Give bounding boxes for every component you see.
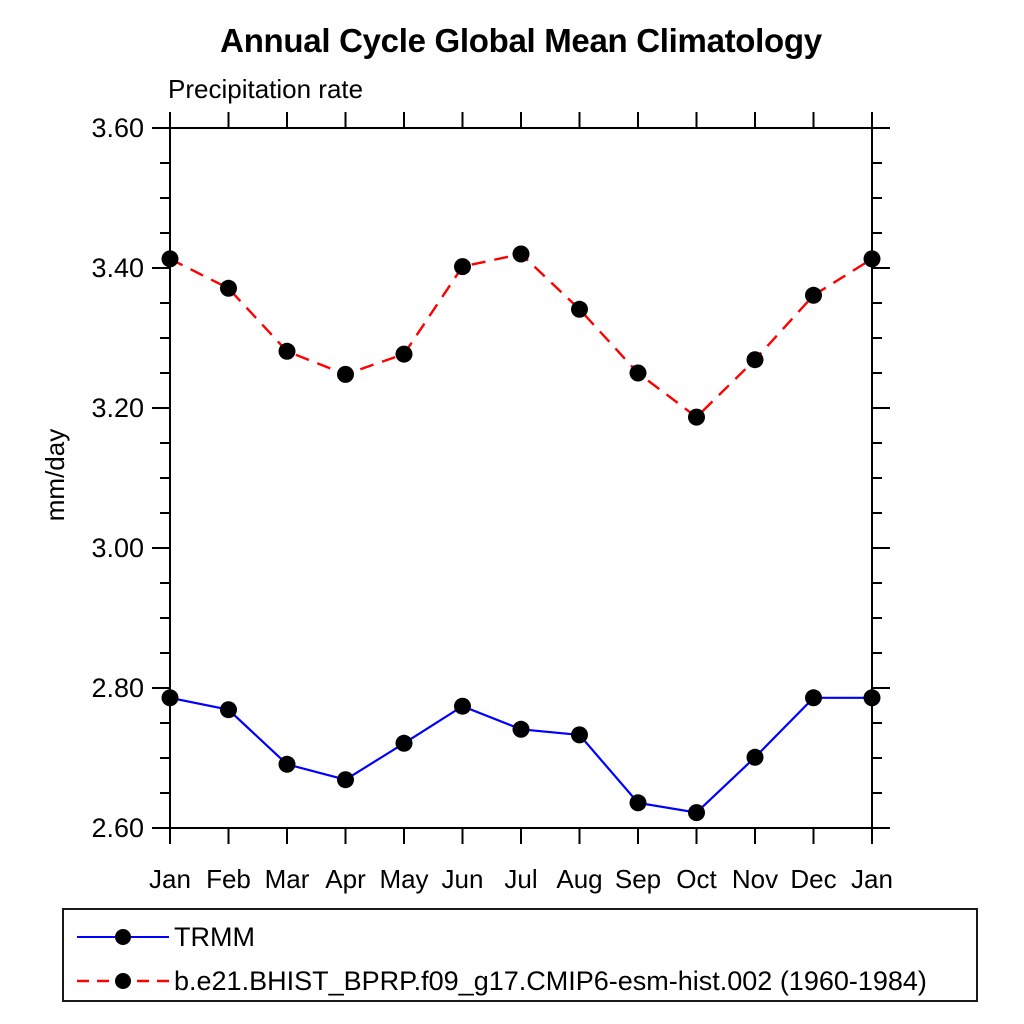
svg-text:May: May: [379, 864, 428, 894]
svg-text:Mar: Mar: [265, 864, 310, 894]
legend-line-sample-trmm: [77, 929, 169, 945]
svg-text:Oct: Oct: [676, 864, 717, 894]
svg-text:3.20: 3.20: [91, 393, 144, 423]
svg-text:Jun: Jun: [442, 864, 484, 894]
svg-text:Dec: Dec: [790, 864, 836, 894]
svg-text:3.00: 3.00: [91, 533, 144, 563]
svg-text:Jul: Jul: [504, 864, 537, 894]
svg-text:3.60: 3.60: [91, 113, 144, 143]
svg-text:Jan: Jan: [851, 864, 893, 894]
svg-text:Sep: Sep: [615, 864, 661, 894]
legend-line-sample-model: [77, 973, 169, 989]
svg-text:2.80: 2.80: [91, 673, 144, 703]
svg-text:Jan: Jan: [149, 864, 191, 894]
svg-text:2.60: 2.60: [91, 813, 144, 843]
svg-text:3.40: 3.40: [91, 253, 144, 283]
legend-label-trmm: TRMM: [174, 921, 255, 952]
svg-text:Nov: Nov: [732, 864, 778, 894]
svg-text:Feb: Feb: [206, 864, 251, 894]
legend-entry-model: b.e21.BHIST_BPRP.f09_g17.CMIP6-esm-hist.…: [64, 959, 976, 1003]
svg-text:Apr: Apr: [325, 864, 366, 894]
svg-text:Aug: Aug: [556, 864, 602, 894]
legend-box: TRMM b.e21.BHIST_BPRP.f09_g17.CMIP6-esm-…: [62, 908, 978, 1002]
chart-subtitle: Precipitation rate: [168, 74, 364, 104]
chart-title: Annual Cycle Global Mean Climatology: [220, 22, 822, 59]
legend-entry-trmm: TRMM: [64, 915, 976, 959]
legend-label-model: b.e21.BHIST_BPRP.f09_g17.CMIP6-esm-hist.…: [174, 965, 927, 996]
